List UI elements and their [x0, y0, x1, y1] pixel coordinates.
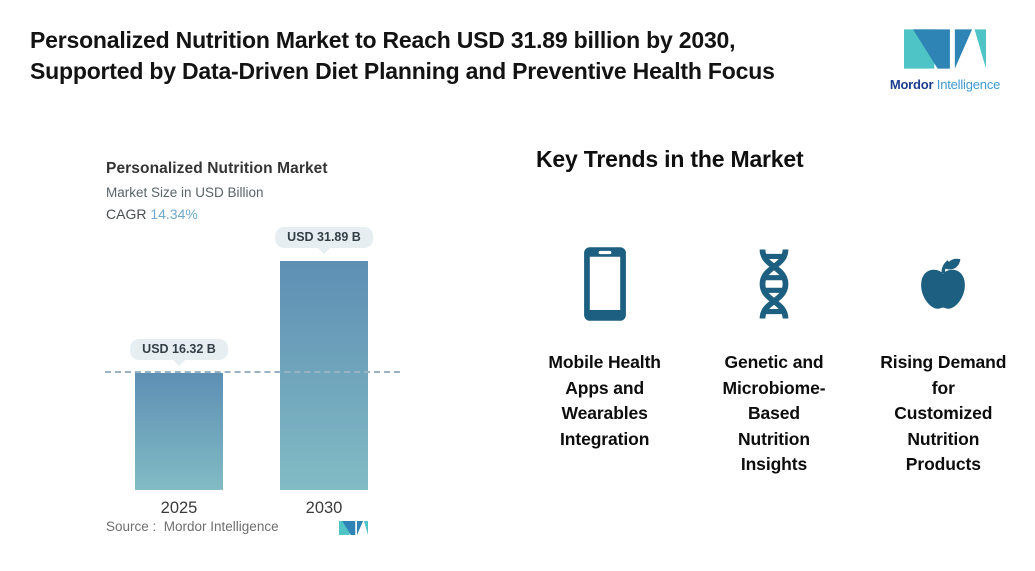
smartphone-icon: [581, 245, 629, 323]
trend-label-genetic-microbiome: Genetic and Microbiome- Based Nutrition …: [722, 352, 826, 474]
brand-name-bold: Mordor: [889, 77, 934, 92]
x-tick-2025: 2025: [160, 499, 198, 517]
cagr-value: 14.34%: [150, 206, 198, 222]
source-brand-logo-icon: [339, 519, 368, 542]
bar-2025: [135, 372, 223, 490]
mordor-intelligence-logo-icon: [889, 24, 1001, 74]
brand-logo: Mordor Intelligence: [889, 24, 1001, 92]
brand-name: Mordor Intelligence: [889, 77, 1001, 92]
trend-label-customized-products: Rising Demand for Customized Nutrition P…: [880, 352, 1007, 474]
page-title-line-1: Personalized Nutrition Market to Reach U…: [30, 27, 736, 53]
trends-columns: Mobile Health Apps and Wearables Integra…: [520, 245, 1028, 478]
apple-icon: [916, 245, 970, 323]
trend-item-customized-products: Rising Demand for Customized Nutrition P…: [859, 245, 1028, 478]
bar-2030: [280, 261, 368, 490]
bar-value-label-2025: USD 16.32 B: [130, 338, 228, 360]
page-title-line-2: Supported by Data-Driven Diet Planning a…: [30, 58, 775, 84]
dna-icon: [751, 245, 797, 323]
reference-dashed-line: [105, 370, 400, 373]
bar-chart-plot: USD 16.32 B 2025 USD 31.89 B 2030: [105, 227, 400, 517]
bar-value-label-2030: USD 31.89 B: [275, 227, 373, 248]
source-label: Source : Mordor Intelligence: [106, 519, 279, 534]
chart-cagr: CAGR 14.34%: [106, 206, 328, 222]
brand-name-light: Intelligence: [933, 77, 1001, 92]
trends-heading: Key Trends in the Market: [536, 146, 804, 172]
trend-label-mobile-health: Mobile Health Apps and Wearables Integra…: [548, 352, 661, 449]
chart-header: Personalized Nutrition Market Market Siz…: [106, 160, 328, 222]
chart-title: Personalized Nutrition Market: [106, 160, 328, 177]
trend-item-mobile-health: Mobile Health Apps and Wearables Integra…: [520, 245, 689, 478]
trend-item-genetic-microbiome: Genetic and Microbiome- Based Nutrition …: [689, 245, 858, 478]
cagr-label: CAGR: [106, 206, 151, 222]
x-tick-2030: 2030: [305, 499, 343, 517]
page-title: Personalized Nutrition Market to Reach U…: [30, 25, 775, 87]
chart-subtitle: Market Size in USD Billion: [106, 185, 264, 200]
